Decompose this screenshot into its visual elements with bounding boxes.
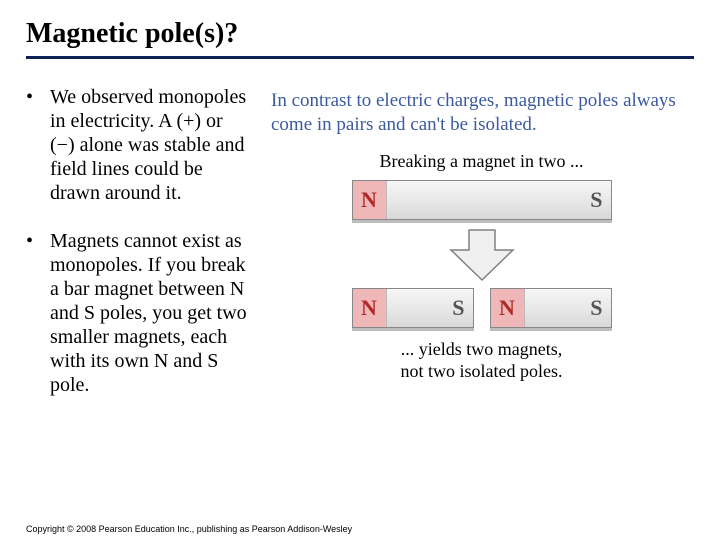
bullet-marker-icon: • [26,229,50,397]
bullet-text: We observed monopoles in electricity. A … [50,85,251,205]
bullet-item: • Magnets cannot exist as monopoles. If … [26,229,251,397]
magnet-large-row: N S [269,180,694,220]
bar-magnet-small-right: N S [490,288,612,328]
content-area: • We observed monopoles in electricity. … [26,85,694,421]
bullet-text: Magnets cannot exist as monopoles. If yo… [50,229,251,397]
pole-s: S [577,289,611,327]
magnet-body [387,289,439,327]
magnet-body [387,181,577,219]
slide-title: Magnetic pole(s)? [26,18,694,59]
bullet-column: • We observed monopoles in electricity. … [26,85,251,421]
bullet-marker-icon: • [26,85,50,205]
figure-caption-bottom: ... yields two magnets, not two isolated… [269,338,694,382]
arrow-down-icon [447,228,517,282]
pole-n: N [491,289,525,327]
bullet-item: • We observed monopoles in electricity. … [26,85,251,205]
magnet-small-row: N S N S [269,288,694,328]
pole-s: S [577,181,611,219]
caption-bottom-line1: ... yields two magnets, [401,339,562,359]
arrow-down [269,228,694,282]
copyright-text: Copyright © 2008 Pearson Education Inc.,… [26,524,352,534]
magnet-body [525,289,577,327]
figure-caption-top: In contrast to electric charges, magneti… [269,89,694,137]
pole-n: N [353,289,387,327]
bar-magnet-small-left: N S [352,288,474,328]
figure-area: In contrast to electric charges, magneti… [269,85,694,421]
caption-bottom-line2: not two isolated poles. [401,361,563,381]
bar-magnet-large: N S [352,180,612,220]
pole-s: S [439,289,473,327]
pole-n: N [353,181,387,219]
figure-caption-mid: Breaking a magnet in two ... [269,151,694,172]
